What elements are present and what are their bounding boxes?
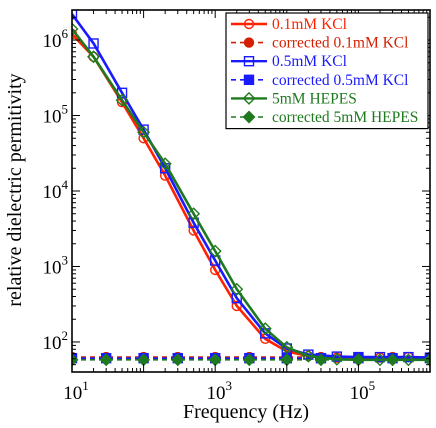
data-point [280,340,294,354]
tick-label-exponent: 5 [369,378,376,393]
data-point [208,244,222,258]
data-point [158,157,172,171]
y-tick-label: 105 [43,102,69,128]
tick-label-exponent: 3 [62,252,69,267]
data-point [88,51,99,62]
y-tick-label: 104 [43,177,69,203]
data-point [301,349,315,363]
y-axis-label: relative dielectric permitivity [4,73,26,306]
legend-item: 5mM HEPES [231,90,357,107]
data-point [258,322,272,336]
tick-label-exponent: 3 [225,378,232,393]
legend-label: 0.1mM KCl [272,16,347,33]
legend-item: corrected 0.5mM KCl [231,72,408,89]
tick-label-base: 10 [43,333,62,354]
tick-label-base: 10 [206,383,225,404]
x-axis-label: Frequency (Hz) [183,401,309,423]
data-point [72,22,79,36]
tick-label-base: 10 [43,182,62,203]
legend-item: 0.1mM KCl [231,16,347,33]
legend-marker [243,74,255,86]
data-point [386,353,400,367]
data-point [137,125,151,139]
x-tick-label: 101 [63,378,89,404]
legend-marker [243,37,255,48]
data-point [230,282,244,296]
y-tick-label: 102 [43,328,69,354]
tick-label-base: 10 [63,383,82,404]
data-point [242,353,256,367]
legend-marker [243,18,255,30]
data-point [87,50,101,64]
data-point [171,353,185,367]
data-point [115,93,129,107]
y-tick-label: 106 [43,26,69,52]
tick-label-exponent: 1 [82,378,89,393]
y-tick-label: 103 [43,252,69,278]
data-point [331,351,343,362]
legend-label: corrected 0.5mM KCl [272,72,408,89]
tick-label-exponent: 2 [62,328,69,343]
legend-marker [242,110,256,124]
data-point [423,353,430,367]
data-point [401,353,415,367]
tick-label-base: 10 [43,107,62,128]
tick-label-exponent: 4 [62,177,69,192]
legend-label: corrected 0.1mM KCl [272,35,408,52]
data-point [72,10,78,20]
legend-box [225,12,429,130]
data-point [403,351,414,363]
tick-label-base: 10 [350,383,369,404]
legend-item: corrected 0.1mM KCl [231,35,408,52]
data-point [374,351,386,363]
data-point [314,353,328,367]
tick-label-exponent: 5 [62,102,69,117]
data-point [88,38,99,49]
series-line [72,13,430,359]
data-point [373,353,387,367]
data-point [99,353,113,367]
tick-label-base: 10 [43,257,62,278]
legend-label: 5mM HEPES [272,90,357,107]
data-point [72,353,79,367]
legend-label: 0.5mM KCl [272,53,347,70]
tick-label-exponent: 6 [62,26,69,41]
tick-label-base: 10 [43,31,62,52]
legend-marker [243,56,255,67]
x-tick-label: 103 [206,378,232,404]
legend-item: 0.5mM KCl [231,53,347,70]
data-point [330,352,344,366]
data-point [231,300,242,312]
legend-item: corrected 5mM HEPES [231,109,418,126]
data-point [231,293,242,304]
x-tick-label: 105 [350,378,376,404]
data-point [187,207,201,221]
legend-marker [242,91,256,105]
legend-label: corrected 5mM HEPES [272,109,418,126]
